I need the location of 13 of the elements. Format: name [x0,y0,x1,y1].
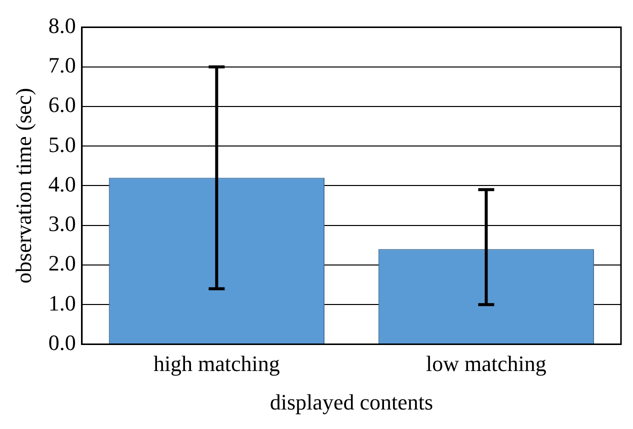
y-tick-label: 4.0 [48,171,76,196]
y-tick-label: 0.0 [48,330,76,355]
y-tick-label: 6.0 [48,92,76,118]
y-tick-label: 1.0 [48,290,76,316]
x-axis-title: displayed contents [270,390,434,415]
y-tick-label: 2.0 [48,250,76,276]
y-tick-label: 7.0 [48,52,76,78]
y-tick-label: 3.0 [48,211,76,236]
x-tick-label: low matching [426,351,546,376]
y-tick-label: 8.0 [48,12,76,38]
x-tick-label: high matching [153,351,280,376]
y-axis-title: observation time (sec) [10,88,36,284]
y-tick-label: 5.0 [48,132,76,157]
